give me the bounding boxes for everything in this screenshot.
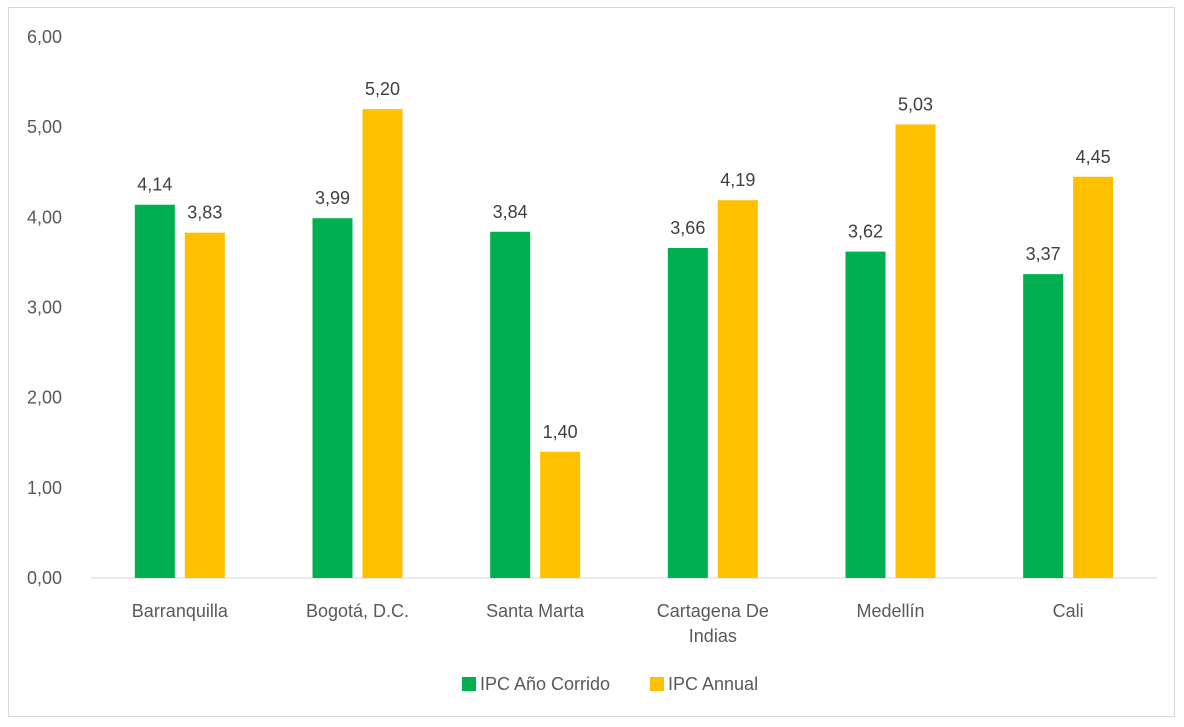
data-label: 5,03 — [898, 94, 933, 114]
y-tick-label: 3,00 — [27, 298, 62, 318]
data-label: 3,66 — [670, 218, 705, 238]
y-tick-label: 2,00 — [27, 388, 62, 408]
bar — [490, 231, 531, 578]
bar — [134, 204, 175, 578]
data-label: 5,20 — [365, 79, 400, 99]
legend-swatch — [650, 677, 664, 691]
legend-label: IPC Annual — [668, 674, 758, 694]
x-tick-label: Bogotá, D.C. — [306, 601, 409, 621]
data-label: 4,14 — [137, 175, 172, 195]
bar — [717, 200, 758, 578]
y-tick-label: 5,00 — [27, 117, 62, 137]
data-label: 3,62 — [848, 222, 883, 242]
data-label: 3,99 — [315, 188, 350, 208]
data-label: 4,45 — [1076, 147, 1111, 167]
legend-swatch — [462, 677, 476, 691]
bar — [895, 124, 936, 578]
x-tick-label: Cali — [1053, 601, 1084, 621]
y-tick-label: 6,00 — [27, 27, 62, 47]
bar — [1073, 176, 1114, 578]
data-label: 3,37 — [1026, 244, 1061, 264]
bar — [362, 109, 403, 578]
x-tick-label: Barranquilla — [132, 601, 229, 621]
data-label: 3,83 — [187, 203, 222, 223]
data-label: 1,40 — [543, 422, 578, 442]
legend-label: IPC Año Corrido — [480, 674, 610, 694]
data-label: 4,19 — [720, 170, 755, 190]
x-tick-label: Santa Marta — [486, 601, 585, 621]
bar — [667, 247, 708, 579]
x-tick-label: Medellín — [856, 601, 924, 621]
bar — [1023, 274, 1064, 578]
y-tick-label: 1,00 — [27, 478, 62, 498]
bar — [845, 251, 886, 578]
y-tick-label: 0,00 — [27, 568, 62, 588]
bar — [312, 218, 353, 579]
x-tick-label: Cartagena De Indias — [657, 601, 769, 646]
bar — [540, 451, 581, 578]
y-tick-label: 4,00 — [27, 207, 62, 227]
data-label: 3,84 — [493, 202, 528, 222]
bar — [184, 232, 225, 578]
